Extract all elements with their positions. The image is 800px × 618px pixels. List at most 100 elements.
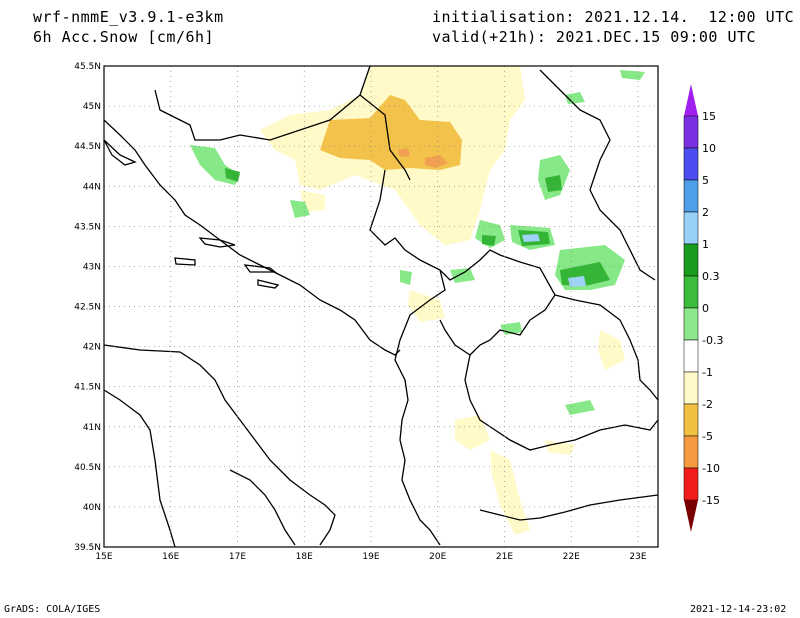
coastline bbox=[103, 119, 401, 356]
lat-tick-label: 41N bbox=[83, 423, 101, 433]
lon-labels: 15E 16E 17E 18E 19E 20E 21E 22E 23E bbox=[95, 552, 646, 562]
colorbar-label: 2 bbox=[702, 206, 709, 219]
colorbar-label: -1 bbox=[702, 366, 713, 379]
lat-tick-label: 44.5N bbox=[74, 142, 101, 152]
colorbar-swatch bbox=[683, 339, 699, 373]
lon-tick-label: 18E bbox=[296, 552, 313, 562]
lat-labels: 45.5N 45N 44.5N 44N 43.5N 43N 42.5N 42N 41.5N 41N… bbox=[74, 62, 101, 553]
colorbar-swatch bbox=[683, 307, 699, 341]
negative-snow-light-area bbox=[598, 330, 625, 370]
lat-tick-label: 41.5N bbox=[74, 383, 101, 393]
colorbar-swatch bbox=[683, 115, 699, 149]
island-coast bbox=[243, 264, 277, 273]
colorbar-swatch bbox=[683, 467, 699, 501]
valid-time: valid(+21h): 2021.DEC.15 09:00 UTC bbox=[432, 28, 757, 46]
positive-snow-strong-area bbox=[522, 234, 540, 242]
colorbar-swatch bbox=[683, 403, 699, 437]
colorbar-label: 0.3 bbox=[702, 270, 720, 283]
footer-timestamp: 2021-12-14-23:02 bbox=[690, 604, 787, 615]
lon-tick-label: 17E bbox=[229, 552, 246, 562]
lon-tick-label: 19E bbox=[362, 552, 379, 562]
positive-snow-strong-area bbox=[568, 276, 586, 287]
colorbar-swatch bbox=[683, 179, 699, 213]
colorbar: 15 10 5 2 1 0.3 0 -0.3 -1 -2 -5 -10 -15 bbox=[683, 84, 723, 532]
coastline bbox=[103, 389, 176, 548]
negative-snow-moderate-area bbox=[320, 95, 462, 170]
lon-tick-label: 23E bbox=[629, 552, 646, 562]
positive-snow-moderate-area bbox=[225, 168, 240, 182]
colorbar-label: 1 bbox=[702, 238, 709, 251]
lon-tick-label: 22E bbox=[563, 552, 580, 562]
positive-snow-moderate-area bbox=[545, 175, 562, 192]
colorbar-swatch bbox=[683, 275, 699, 309]
coastline bbox=[394, 339, 441, 546]
island-coast bbox=[103, 139, 137, 166]
negative-snow-strong-area bbox=[425, 155, 448, 168]
country-border bbox=[369, 169, 556, 321]
coastline bbox=[229, 469, 296, 546]
colorbar-label: 0 bbox=[702, 302, 709, 315]
country-border bbox=[154, 65, 371, 141]
lat-tick-label: 42.5N bbox=[74, 303, 101, 313]
colorbar-label: -2 bbox=[702, 398, 713, 411]
variable-title: 6h Acc.Snow [cm/6h] bbox=[33, 28, 215, 46]
negative-snow-light-area bbox=[545, 440, 575, 455]
colorbar-label: -5 bbox=[702, 430, 713, 443]
lat-tick-label: 45.5N bbox=[74, 62, 101, 72]
lat-tick-label: 42N bbox=[83, 343, 101, 353]
negative-snow-light-area bbox=[490, 450, 530, 535]
model-title: wrf-nmmE_v3.9.1-e3km bbox=[33, 8, 224, 26]
island-coast bbox=[257, 279, 280, 289]
country-border bbox=[399, 269, 446, 341]
lat-tick-label: 40.5N bbox=[74, 463, 101, 473]
colorbar-swatch bbox=[683, 243, 699, 277]
colorbar-label: 15 bbox=[702, 110, 716, 123]
colorbar-label: -0.3 bbox=[702, 334, 723, 347]
country-border bbox=[479, 494, 659, 521]
lat-tick-label: 39.5N bbox=[74, 543, 101, 553]
gridlines bbox=[104, 66, 658, 547]
colorbar-swatch bbox=[683, 147, 699, 181]
lon-tick-label: 16E bbox=[162, 552, 179, 562]
colorbar-swatch bbox=[683, 435, 699, 469]
positive-snow-light-area bbox=[450, 268, 475, 283]
colorbar-swatch bbox=[683, 371, 699, 405]
positive-snow-light-area bbox=[565, 92, 585, 104]
lat-tick-label: 40N bbox=[83, 503, 101, 513]
island-coast bbox=[174, 257, 196, 266]
coastlines-borders bbox=[103, 65, 659, 548]
country-border bbox=[464, 319, 659, 451]
footer-credit: GrADS: COLA/IGES bbox=[4, 604, 101, 615]
colorbar-swatch bbox=[683, 211, 699, 245]
lat-tick-label: 45N bbox=[83, 102, 101, 112]
island-coast bbox=[198, 237, 236, 248]
lat-tick-label: 44N bbox=[83, 182, 101, 192]
lat-tick-label: 43.5N bbox=[74, 222, 101, 232]
negative-snow-light-area bbox=[408, 290, 445, 322]
lon-tick-label: 20E bbox=[429, 552, 446, 562]
negative-snow-light-area bbox=[455, 415, 490, 450]
snow-field-layer bbox=[190, 66, 645, 535]
positive-snow-light-area bbox=[400, 270, 412, 285]
positive-snow-moderate-area bbox=[482, 235, 496, 246]
country-border bbox=[554, 294, 659, 401]
lon-tick-label: 15E bbox=[95, 552, 112, 562]
map-frame bbox=[103, 65, 659, 548]
country-border bbox=[539, 69, 656, 281]
positive-snow-light-area bbox=[620, 70, 645, 80]
colorbar-label: 10 bbox=[702, 142, 716, 155]
positive-snow-light-area bbox=[290, 200, 310, 218]
colorbar-top-arrow bbox=[684, 84, 698, 116]
coastline bbox=[103, 344, 336, 546]
colorbar-label: -10 bbox=[702, 462, 720, 475]
positive-snow-light-area bbox=[565, 400, 595, 415]
init-time: initialisation: 2021.12.14. 12:00 UTC bbox=[432, 8, 795, 26]
country-border bbox=[439, 319, 471, 356]
country-border bbox=[359, 94, 411, 181]
lat-tick-label: 43N bbox=[83, 262, 101, 272]
colorbar-bottom-arrow bbox=[684, 500, 698, 532]
colorbar-label: 5 bbox=[702, 174, 709, 187]
negative-snow-strong-area bbox=[398, 148, 410, 157]
colorbar-label: -15 bbox=[702, 494, 720, 507]
